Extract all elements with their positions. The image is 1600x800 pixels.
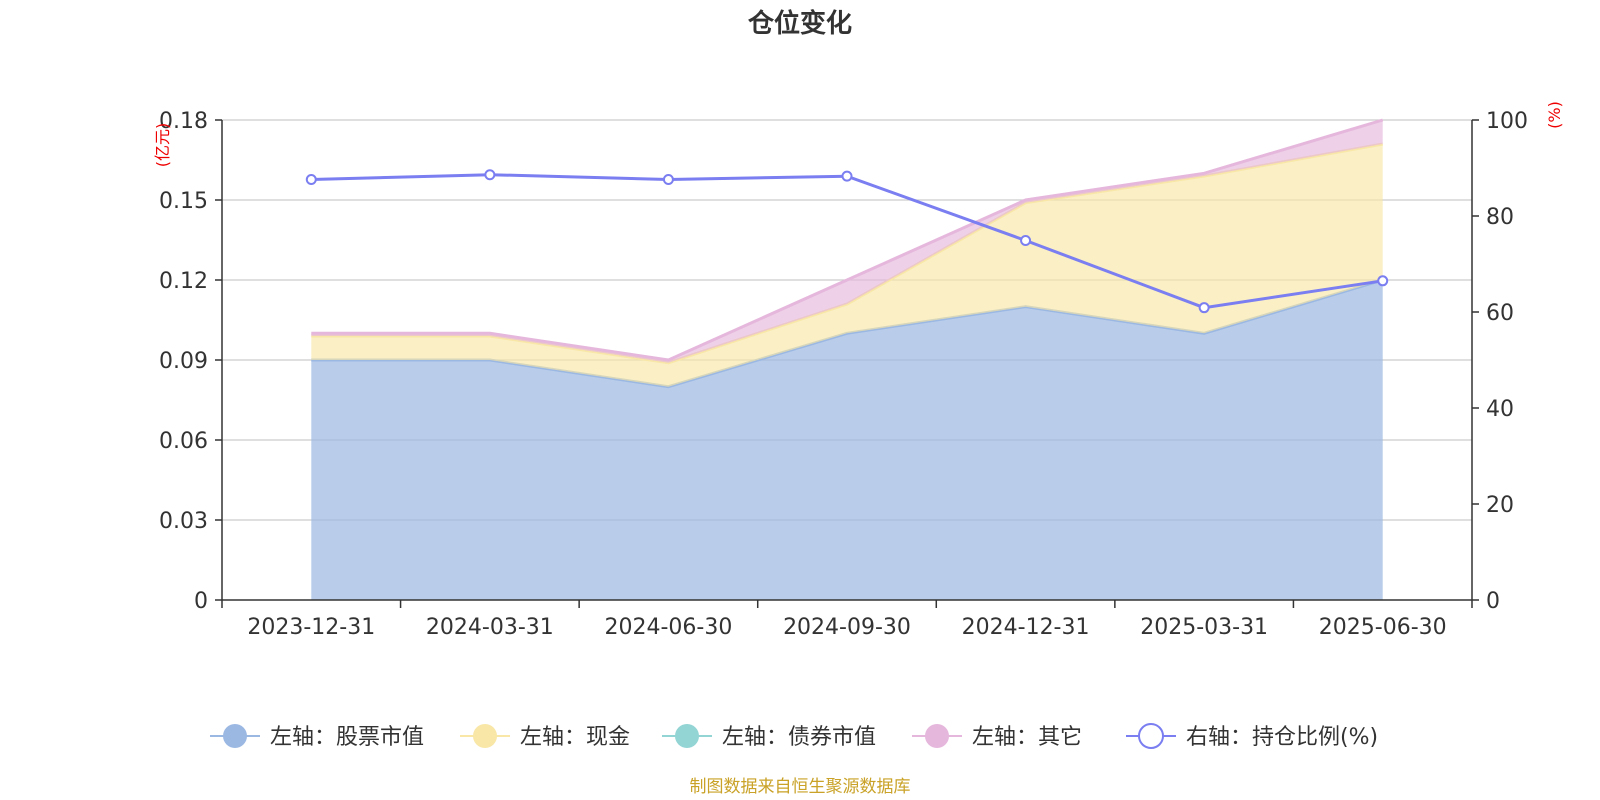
left-tick-label: 0.15 bbox=[159, 189, 208, 214]
left-tick-label: 0.06 bbox=[159, 429, 208, 454]
x-tick-label: 2024-03-31 bbox=[426, 615, 554, 640]
ratio-point bbox=[841, 170, 853, 182]
legend-item[interactable]: 左轴：现金 bbox=[460, 724, 630, 750]
legend-item[interactable]: 左轴：股票市值 bbox=[210, 724, 424, 750]
legend-item[interactable]: 左轴：其它 bbox=[912, 724, 1082, 750]
legend-label: 右轴：持仓比例(%) bbox=[1186, 725, 1378, 750]
area-edge-other bbox=[311, 118, 1384, 362]
right-tick-label: 60 bbox=[1486, 301, 1514, 326]
x-tick-label: 2025-06-30 bbox=[1319, 615, 1447, 640]
data-source-note: 制图数据来自恒生聚源数据库 bbox=[690, 777, 911, 797]
left-tick-label: 0.12 bbox=[159, 269, 208, 294]
legend-label: 左轴：债券市值 bbox=[722, 725, 876, 750]
ratio-point bbox=[1198, 302, 1210, 314]
area-stock-value bbox=[311, 280, 1383, 600]
right-tick-label: 20 bbox=[1486, 493, 1514, 518]
left-tick-label: 0.03 bbox=[159, 509, 208, 534]
legend-label: 左轴：股票市值 bbox=[270, 725, 424, 750]
legend-marker bbox=[223, 724, 247, 748]
legend-item[interactable]: 右轴：持仓比例(%) bbox=[1126, 723, 1378, 750]
right-tick-label: 100 bbox=[1486, 109, 1528, 134]
left-axis-unit: (亿元) bbox=[153, 123, 172, 168]
legend-marker bbox=[925, 724, 949, 748]
ratio-point bbox=[1377, 275, 1389, 287]
legend-label: 左轴：其它 bbox=[972, 725, 1082, 750]
ratio-point bbox=[1020, 234, 1032, 246]
x-tick-label: 2024-09-30 bbox=[783, 615, 911, 640]
x-tick-label: 2023-12-31 bbox=[247, 615, 375, 640]
right-axis-unit: (%) bbox=[1545, 101, 1564, 129]
left-tick-label: 0.09 bbox=[159, 349, 208, 374]
chart-title: 仓位变化 bbox=[747, 8, 852, 39]
legend-label: 左轴：现金 bbox=[520, 725, 630, 750]
ratio-point bbox=[305, 174, 317, 186]
right-tick-label: 0 bbox=[1486, 589, 1500, 614]
right-tick-label: 80 bbox=[1486, 205, 1514, 230]
left-tick-label: 0.18 bbox=[159, 109, 208, 134]
axes: 0 0.03 0.06 0.09 0.12 0.15 0.18 0 20 40 60 80 100 202… bbox=[159, 109, 1528, 640]
ratio-point bbox=[662, 174, 674, 186]
x-tick-label: 2024-12-31 bbox=[962, 615, 1090, 640]
right-tick-label: 40 bbox=[1486, 397, 1514, 422]
ratio-line bbox=[305, 169, 1389, 314]
legend-item[interactable]: 左轴：债券市值 bbox=[662, 724, 876, 750]
left-tick-label: 0 bbox=[194, 589, 208, 614]
legend-marker bbox=[1138, 723, 1164, 749]
area-cash bbox=[311, 144, 1383, 387]
stacked-areas bbox=[311, 118, 1384, 600]
legend: 左轴：股票市值 左轴：现金 左轴：债券市值 左轴：其它 右轴：持仓比例(%) bbox=[210, 723, 1378, 750]
x-tick-label: 2025-03-31 bbox=[1140, 615, 1268, 640]
ratio-point bbox=[484, 169, 496, 181]
legend-marker bbox=[675, 724, 699, 748]
legend-marker bbox=[473, 724, 497, 748]
x-tick-label: 2024-06-30 bbox=[604, 615, 732, 640]
